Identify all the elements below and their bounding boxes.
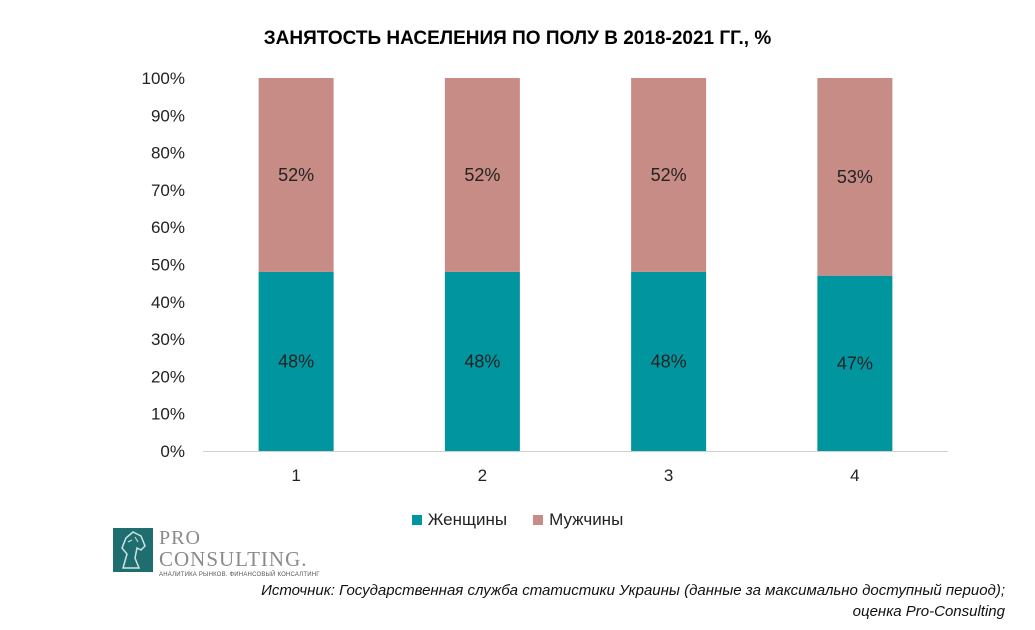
source-line-2: оценка Pro-Consulting (852, 603, 1005, 620)
legend-item-women: Женщины (411, 510, 508, 530)
y-tick-label: 0% (160, 442, 185, 461)
y-tick-label: 20% (151, 367, 185, 386)
data-label-women-3: 48% (651, 351, 687, 371)
data-label-women-1: 48% (278, 351, 314, 371)
x-tick-label: 4 (850, 466, 859, 485)
data-label-men-3: 52% (651, 165, 687, 185)
data-label-men-1: 52% (278, 165, 314, 185)
x-tick-label: 1 (291, 466, 300, 485)
legend-swatch-men (533, 515, 544, 525)
y-tick-label: 60% (151, 218, 185, 237)
bar-men-3 (631, 78, 707, 272)
x-tick-label: 3 (664, 466, 673, 485)
source-line-1: Источник: Государственная служба статист… (261, 582, 1005, 599)
bar-women-4 (817, 275, 893, 451)
bar-men-4 (817, 78, 893, 276)
horse-head-icon (113, 528, 153, 572)
y-tick-label: 40% (151, 293, 185, 312)
y-tick-label: 30% (151, 330, 185, 349)
legend-label-women: Женщины (427, 510, 508, 529)
bar-men-1 (258, 78, 334, 272)
chart-plot: 0% 10% 20% 30% 40% 50% 60% 70% 80% 90% 100% 48% 52%… (142, 69, 948, 485)
data-label-women-2: 48% (464, 351, 500, 371)
logo-line-consulting: CONSULTING. (159, 547, 308, 571)
chart-title: ЗАНЯТОСТЬ НАСЕЛЕНИЯ ПО ПОЛУ В 2018-2021 … (263, 28, 772, 49)
bar-men-2 (444, 78, 520, 272)
data-label-women-4: 47% (837, 353, 873, 373)
y-tick-label: 90% (151, 106, 185, 125)
logo-tagline: АНАЛИТИКА РЫНКОВ. ФИНАНСОВЫЙ КОНСАЛТИНГ (159, 572, 320, 578)
y-tick-label: 50% (151, 256, 185, 275)
bar-women-2 (444, 271, 520, 451)
legend-item-men: Мужчины (533, 510, 623, 530)
logo-line-pro: PRO (159, 527, 201, 549)
bar-women-1 (258, 271, 334, 451)
legend-label-men: Мужчины (549, 510, 624, 529)
source-note: Источник: Государственная служба статист… (105, 580, 1005, 622)
x-tick-label: 2 (478, 466, 487, 485)
data-label-men-4: 53% (837, 167, 873, 187)
legend: Женщины Мужчины (0, 510, 1035, 530)
bar-women-3 (631, 271, 707, 451)
pro-consulting-logo: PRO CONSULTING. АНАЛИТИКА РЫНКОВ. ФИНАНС… (113, 527, 320, 578)
y-tick-label: 70% (151, 181, 185, 200)
y-tick-label: 80% (151, 144, 185, 163)
y-tick-label: 100% (142, 69, 185, 88)
data-label-men-2: 52% (464, 165, 500, 185)
legend-swatch-women (411, 515, 422, 525)
y-tick-label: 10% (151, 405, 185, 424)
